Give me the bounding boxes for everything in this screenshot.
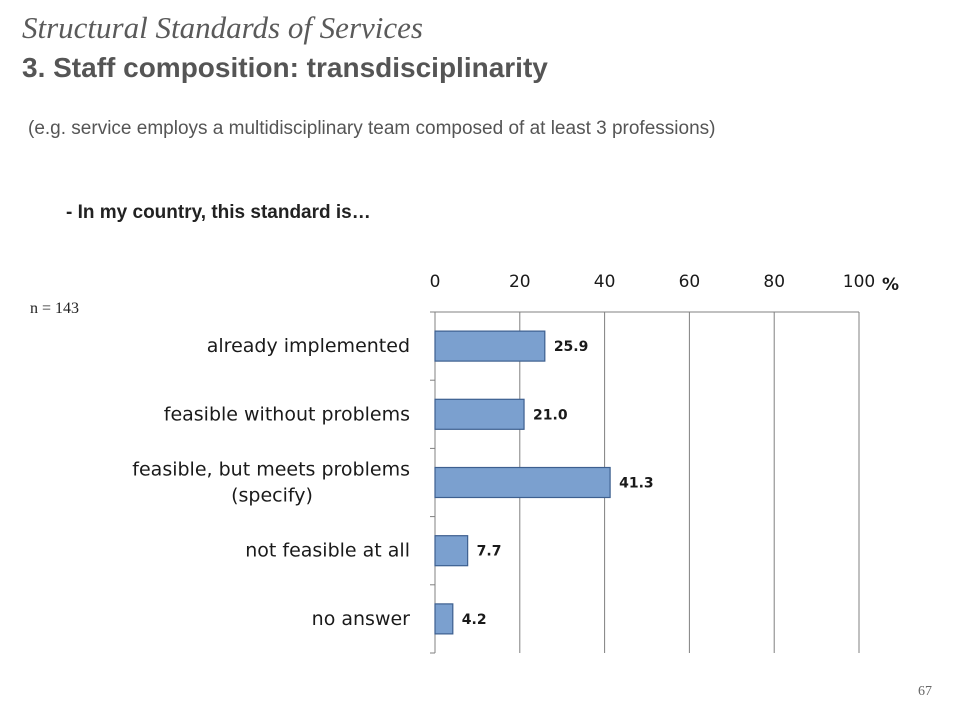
slide-subtitle: 3. Staff composition: transdisciplinarit…: [22, 52, 548, 83]
x-tick-label-5: 100: [843, 272, 875, 292]
category-label-3: not feasible at all: [245, 540, 410, 562]
slide-title: Structural Standards of Services: [22, 10, 423, 45]
category-label-4: no answer: [312, 608, 411, 630]
category-label-2: feasible, but meets problems (specify): [132, 459, 410, 507]
data-label-0: 25.9: [554, 339, 589, 355]
bar-1: [434, 398, 525, 430]
question-text: - In my country, this standard is…: [66, 202, 371, 223]
sample-size-label: n = 143: [30, 300, 80, 317]
data-label-2: 41.3: [619, 476, 654, 492]
bar-4: [434, 603, 454, 635]
x-unit-label: %: [882, 275, 899, 295]
data-label-1: 21.0: [533, 407, 568, 423]
bar-3: [434, 535, 469, 567]
x-tick-label-3: 60: [679, 272, 701, 292]
x-tick-label-4: 80: [763, 272, 785, 292]
x-tick-label-2: 40: [594, 272, 616, 292]
category-label-0: already implemented: [207, 335, 410, 357]
x-tick-label-1: 20: [509, 272, 531, 292]
example-note: (e.g. service employs a multidisciplinar…: [28, 118, 716, 139]
bar-2: [434, 466, 611, 499]
data-label-3: 7.7: [477, 544, 502, 560]
category-label-1: feasible without problems: [164, 403, 410, 425]
data-label-4: 4.2: [462, 612, 487, 628]
bar-0: [434, 330, 546, 362]
x-tick-label-0: 0: [430, 272, 441, 292]
page-number: 67: [918, 684, 932, 699]
